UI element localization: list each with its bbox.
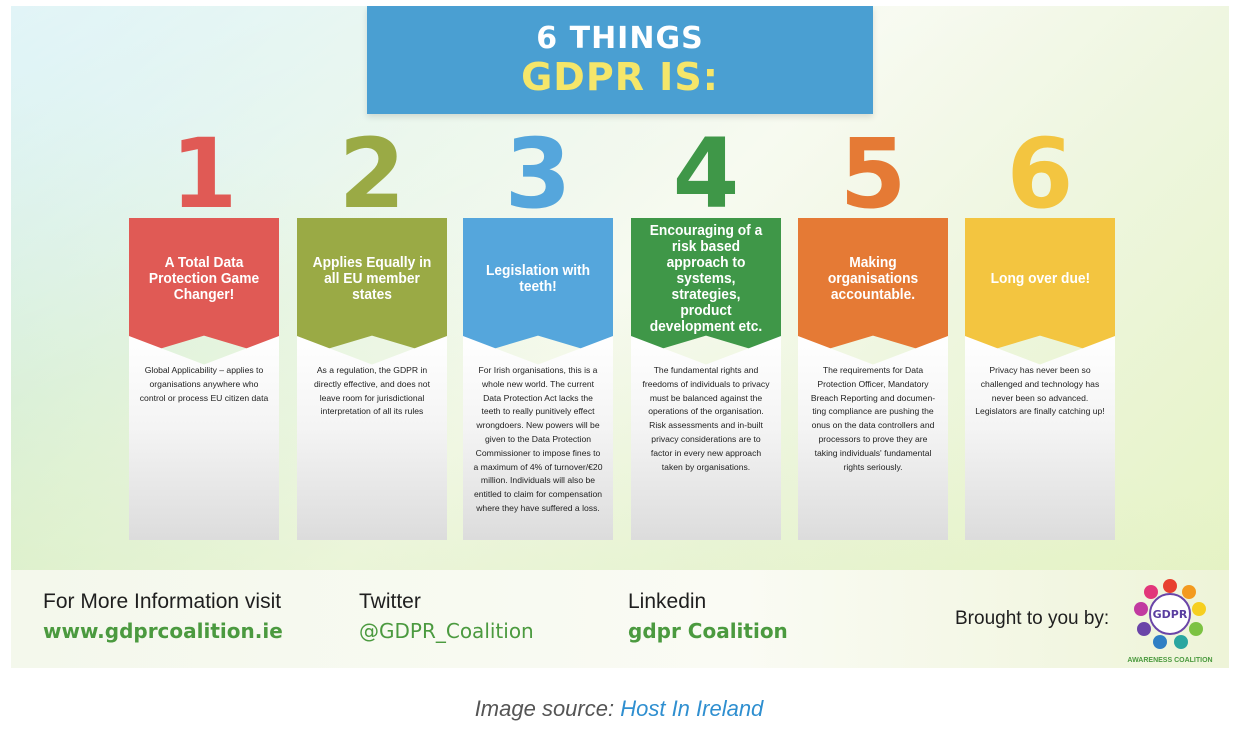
card-heading: A Total Data Protection Game Changer! [148,255,260,303]
card-number: 3 [504,118,572,230]
card-heading-box: Making organisations accountable. [798,218,948,358]
card-1: 1 A Total Data Protection Game Changer! … [129,6,279,570]
card-body: As a regulation, the GDPR in directly ef… [297,336,447,540]
card-6: 6 Long over due! Privacy has never been … [965,6,1115,570]
card-body: Global Applicability – applies to organi… [129,336,279,540]
card-number: 5 [839,118,907,230]
card-heading-box: Long over due! [965,218,1115,358]
logo-people-ring-icon [1134,579,1206,649]
title-line-1: 6 THINGS [536,21,704,56]
image-source-link[interactable]: Host In Ireland [620,696,764,721]
twitter-handle-link[interactable]: @GDPR_Coalition [359,619,534,643]
image-source-caption: Image source: Host In Ireland [0,696,1238,722]
card-number: 1 [170,118,238,230]
card-body: The fundamental rights and freedoms of i… [631,336,781,540]
title-line-2: GDPR IS: [521,55,719,99]
poster-footer: For More Information visit www.gdprcoali… [11,570,1229,668]
caption-prefix: Image source: [474,696,615,721]
linkedin-link[interactable]: gdpr Coalition [628,619,788,643]
website-link[interactable]: www.gdprcoalition.ie [43,619,283,643]
card-number: 4 [672,118,740,230]
linkedin-label: Linkedin [628,590,707,613]
card-heading: Applies Equally in all EU member states [312,255,432,303]
card-2: 2 Applies Equally in all EU member state… [297,6,447,570]
card-heading-box: Legislation with teeth! [463,218,613,358]
title-banner: 6 THINGS GDPR IS: [367,6,873,114]
info-label: For More Information visit [43,590,282,613]
card-heading: Legislation with teeth! [485,263,591,295]
card-heading-box: A Total Data Protection Game Changer! [129,218,279,358]
card-3: 3 Legislation with teeth! For Irish orga… [463,6,613,570]
card-body: For Irish organisations, this is a whole… [463,336,613,540]
card-heading: Encouraging of a risk based approach to … [649,223,763,335]
brought-by-label: Brought to you by: [955,608,1110,629]
card-heading: Making organisations accountable. [827,255,919,303]
gdpr-coalition-logo: GDPR AWARENESS COALITION [1127,579,1213,664]
card-heading: Long over due! [990,271,1090,287]
card-body: The requirements for Data Protection Off… [798,336,948,540]
logo-text: GDPR [1153,608,1188,621]
card-body: Privacy has never been so challenged and… [965,336,1115,540]
card-number: 6 [1006,118,1074,230]
card-heading-box: Encouraging of a risk based approach to … [631,218,781,358]
card-5: 5 Making organisations accountable. The … [798,6,948,570]
logo-subtitle: AWARENESS COALITION [1127,657,1212,664]
card-heading-box: Applies Equally in all EU member states [297,218,447,358]
infographic-poster: 6 THINGS GDPR IS: 1 A Total Data Protect… [11,6,1229,570]
card-number: 2 [338,118,406,230]
card-4: 4 Encouraging of a risk based approach t… [631,6,781,570]
twitter-label: Twitter [359,590,421,613]
